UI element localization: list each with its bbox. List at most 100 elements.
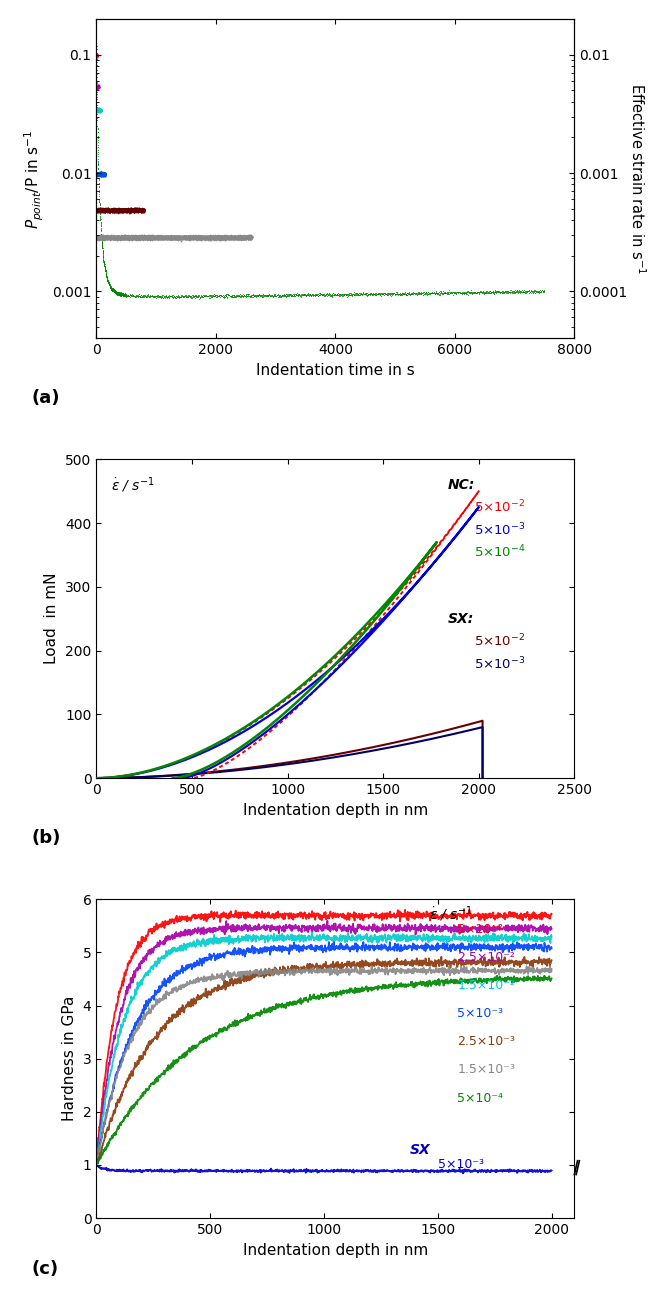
Point [149,227,160,247]
Point [135,200,146,220]
Point [229,227,240,247]
Point [338,284,349,304]
Point [245,226,256,246]
Point [131,200,141,220]
Point [240,227,251,247]
Point [230,228,241,249]
Point [135,227,146,247]
Point [229,228,240,249]
Point [100,201,110,222]
Point [104,276,115,296]
Point [110,282,121,303]
Point [119,228,129,249]
Point [156,227,167,247]
Point [438,282,448,303]
Point [118,286,129,307]
Point [107,227,118,247]
Point [192,228,203,249]
Point [300,285,311,305]
Point [115,200,125,220]
Point [105,227,116,247]
Point [124,199,134,219]
Point [123,227,133,247]
Point [100,228,110,249]
Point [93,164,104,184]
Point [102,269,112,290]
Point [94,199,104,219]
Point [233,228,244,249]
Point [481,282,492,303]
Point [181,227,191,247]
Point [101,263,112,284]
Point [112,282,123,303]
Point [139,200,149,220]
Point [109,227,120,247]
Point [160,227,171,247]
Point [102,201,112,222]
Point [173,228,184,249]
Point [135,227,145,247]
Point [192,227,203,247]
Point [207,226,218,246]
Point [243,228,254,249]
Point [95,200,106,220]
Point [116,284,127,304]
Point [160,227,171,247]
Point [126,227,137,247]
Point [96,227,106,247]
Point [218,227,229,247]
Point [113,201,124,222]
Point [100,259,110,280]
Point [118,228,128,249]
Point [210,227,221,247]
Point [122,200,132,220]
Point [112,282,123,303]
Point [106,277,116,298]
Point [149,227,160,247]
Point [94,173,104,193]
Point [116,226,127,246]
Point [203,286,213,307]
Point [185,228,195,249]
Point [92,101,103,121]
Point [100,164,110,184]
Point [93,227,104,247]
Point [226,227,237,247]
Point [161,227,171,247]
Point [156,227,167,247]
Point [102,228,112,249]
Point [392,284,402,304]
Point [114,228,124,249]
Point [94,227,104,247]
Point [114,228,124,249]
Point [112,201,122,222]
Point [106,199,117,219]
Point [215,227,226,247]
Point [102,227,112,247]
Point [115,228,125,249]
Point [503,281,514,302]
Point [139,227,149,247]
Point [135,227,146,247]
Point [127,228,137,249]
Point [224,227,234,247]
Point [92,88,102,108]
Point [103,199,114,219]
Point [234,227,244,247]
Point [116,284,127,304]
Point [102,271,113,291]
Point [143,228,153,249]
Point [120,285,130,305]
Text: 5$\times$10$^{-3}$: 5$\times$10$^{-3}$ [474,655,525,672]
Point [165,227,176,247]
Point [170,227,181,247]
Point [429,282,440,303]
Point [131,228,141,249]
Point [222,227,233,247]
Point [351,284,362,304]
Point [103,201,114,222]
Point [419,284,430,304]
Point [188,228,199,249]
Point [118,284,128,304]
Point [92,108,103,129]
